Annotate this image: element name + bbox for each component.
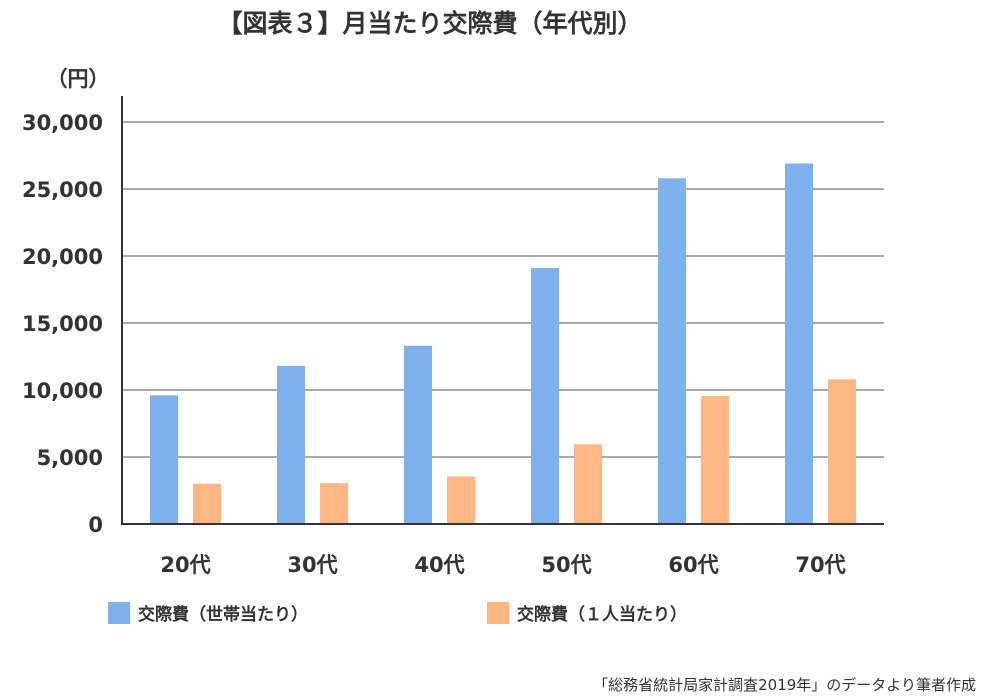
bar-per-person (828, 379, 856, 524)
x-tick-label: 20代 (160, 553, 210, 577)
chart-title: 【図表３】月当たり交際費（年代別） (217, 9, 642, 38)
y-tick-label: 15,000 (22, 312, 103, 336)
source-note: 「総務省統計局家計調査2019年」のデータより筆者作成 (593, 676, 976, 694)
y-tick-labels: 0 5,000 10,000 15,000 20,000 25,000 30,000 (22, 111, 103, 537)
x-tick-label: 60代 (668, 553, 718, 577)
bar-household (277, 365, 305, 524)
y-tick-label: 25,000 (22, 178, 103, 202)
y-tick-label: 20,000 (22, 245, 103, 269)
bars (150, 163, 856, 525)
legend-label-per-person: 交際費（１人当たり） (517, 604, 687, 625)
bar-household (531, 268, 559, 524)
bar-household (658, 178, 686, 524)
legend: 交際費（世帯当たり） 交際費（１人当たり） (108, 602, 687, 625)
bar-per-person (320, 483, 348, 524)
x-tick-label: 50代 (541, 553, 591, 577)
y-tick-label: 5,000 (37, 446, 103, 470)
bar-per-person (447, 476, 475, 524)
x-tick-label: 40代 (414, 553, 464, 577)
bar-household (150, 395, 178, 524)
bar-household (404, 345, 432, 524)
legend-swatch-per-person (487, 602, 509, 624)
legend-label-household: 交際費（世帯当たり） (138, 604, 308, 625)
bar-per-person (193, 483, 221, 524)
bar-per-person (574, 444, 602, 524)
gridlines (122, 121, 884, 458)
y-axis-label: （円） (47, 67, 110, 91)
y-tick-label: 30,000 (22, 111, 103, 135)
x-tick-label: 30代 (287, 553, 337, 577)
x-tick-label: 70代 (795, 553, 845, 577)
legend-swatch-household (108, 602, 130, 624)
bar-household (785, 163, 813, 525)
x-tick-labels: 20代 30代 40代 50代 60代 70代 (160, 553, 845, 577)
y-tick-label: 0 (88, 513, 103, 537)
bar-per-person (701, 396, 729, 524)
y-tick-label: 10,000 (22, 379, 103, 403)
